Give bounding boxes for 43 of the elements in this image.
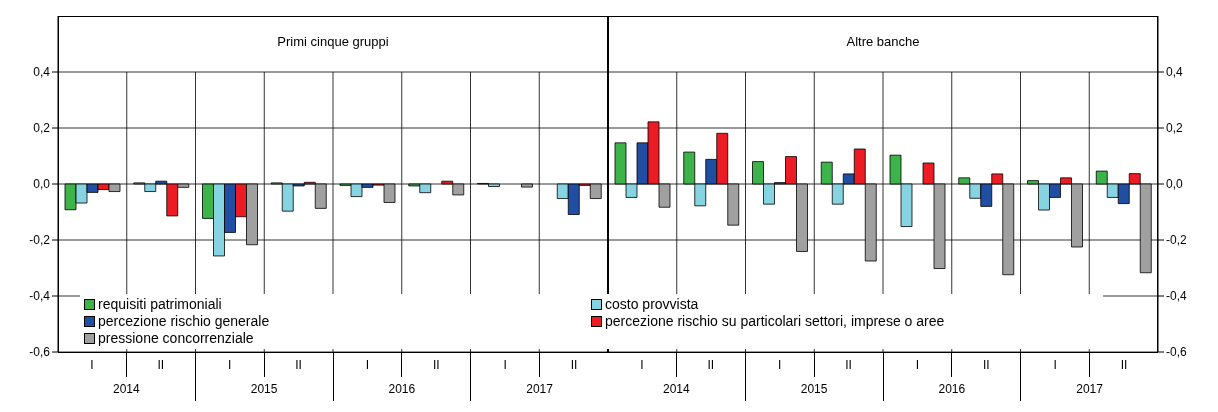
x-tick-label: I — [332, 353, 402, 377]
y-tick-label: 0,2 — [33, 121, 51, 136]
legend-label: requisiti patrimoniali — [98, 296, 222, 313]
text: 2017 — [526, 382, 553, 396]
x-tick-label: II — [401, 353, 471, 377]
x-tick-label: II — [951, 353, 1021, 377]
x-tick-label: I — [1020, 353, 1090, 377]
y-tick-label: 0,4 — [33, 65, 51, 80]
y-tick-label: -0,4 — [1166, 289, 1187, 304]
x-tick-label: II — [1089, 353, 1158, 377]
y-tick-label: 0,0 — [1166, 177, 1184, 192]
y-tick-label: 0,4 — [1166, 65, 1184, 80]
y-tick-label: -0,6 — [29, 345, 51, 360]
y-tick-label: 0,0 — [33, 177, 51, 192]
legend-label: percezione rischio generale — [98, 313, 270, 330]
legend-label: pressione concorrenziale — [98, 330, 254, 347]
y-tick-label: -0,2 — [29, 233, 51, 248]
text: Primi cinque gruppi — [277, 34, 389, 49]
x-tick-label: I — [882, 353, 952, 377]
text: Altre banche — [846, 34, 920, 49]
x-tick-label: II — [125, 353, 195, 377]
x-tick-label: I — [639, 357, 645, 374]
x-tick-label: I — [744, 353, 814, 377]
text: 2015 — [800, 382, 828, 396]
x-tick-label: I — [194, 353, 264, 377]
y-tick-label: -0,6 — [1166, 345, 1187, 360]
text: 2015 — [250, 382, 278, 396]
y-tick-label: -0,2 — [1166, 233, 1187, 248]
text: 2016 — [938, 382, 966, 396]
x-tick-label: II — [813, 353, 883, 377]
y-tick-label: 0,2 — [1166, 121, 1184, 136]
text: 2014 — [663, 382, 690, 396]
x-tick-label: I — [89, 357, 95, 374]
text: 2017 — [1076, 382, 1103, 396]
legend-label: costo provvista — [605, 296, 699, 313]
x-tick-label: II — [539, 353, 608, 377]
text: 2014 — [113, 382, 140, 396]
legend-label: percezione rischio su particolari settori, imprese o aree — [605, 313, 945, 330]
y-tick-label: -0,4 — [29, 289, 51, 304]
x-tick-label: I — [470, 353, 540, 377]
x-tick-label: II — [263, 353, 333, 377]
x-tick-label: II — [675, 353, 745, 377]
text: 2016 — [388, 382, 416, 396]
